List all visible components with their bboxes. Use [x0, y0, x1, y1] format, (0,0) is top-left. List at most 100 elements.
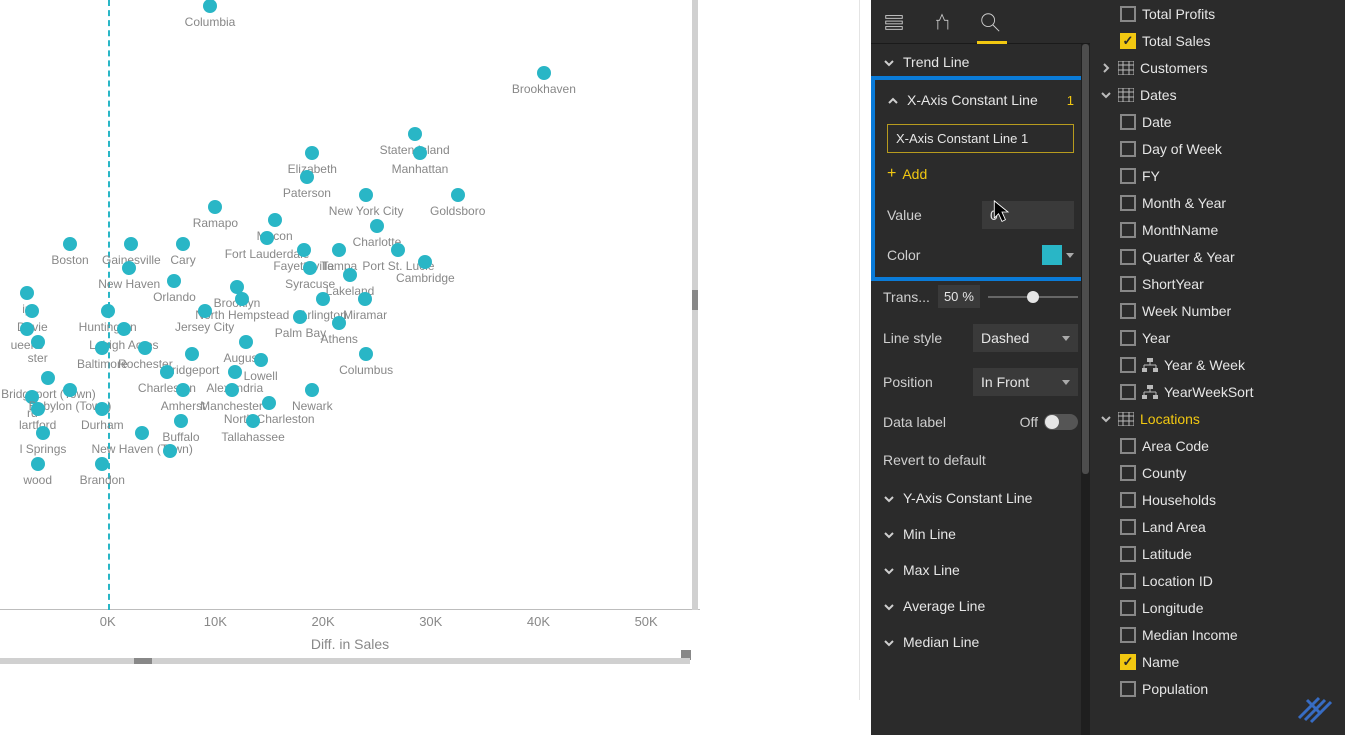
checkbox[interactable] — [1120, 519, 1136, 535]
data-point[interactable] — [63, 383, 77, 397]
horizontal-scroll-track[interactable] — [0, 658, 690, 664]
field-item[interactable]: Households — [1090, 486, 1345, 513]
section-average-line[interactable]: Average Line — [871, 588, 1090, 624]
data-point[interactable] — [254, 353, 268, 367]
data-point[interactable] — [246, 414, 260, 428]
checkbox[interactable] — [1120, 168, 1136, 184]
data-point[interactable] — [95, 402, 109, 416]
field-item[interactable]: FY — [1090, 162, 1345, 189]
data-point[interactable] — [174, 414, 188, 428]
data-point[interactable] — [95, 341, 109, 355]
data-point[interactable] — [31, 335, 45, 349]
data-point[interactable] — [358, 292, 372, 306]
checkbox[interactable] — [1120, 627, 1136, 643]
section-max-line[interactable]: Max Line — [871, 552, 1090, 588]
table-row[interactable]: Customers — [1090, 54, 1345, 81]
data-point[interactable] — [163, 444, 177, 458]
checkbox[interactable] — [1120, 195, 1136, 211]
data-point[interactable] — [262, 396, 276, 410]
checkbox[interactable] — [1120, 276, 1136, 292]
chevron-down-icon[interactable] — [1100, 90, 1112, 100]
data-point[interactable] — [260, 231, 274, 245]
data-point[interactable] — [305, 383, 319, 397]
field-item[interactable]: Total Sales — [1090, 27, 1345, 54]
data-point[interactable] — [203, 0, 217, 13]
section-median-line[interactable]: Median Line — [871, 624, 1090, 660]
data-point[interactable] — [293, 310, 307, 324]
data-point[interactable] — [359, 188, 373, 202]
field-item[interactable]: County — [1090, 459, 1345, 486]
data-point[interactable] — [239, 335, 253, 349]
data-point[interactable] — [95, 457, 109, 471]
value-input[interactable] — [982, 201, 1074, 229]
chevron-right-icon[interactable] — [1100, 63, 1112, 73]
section-x-axis-constant[interactable]: X-Axis Constant Line 1 — [875, 80, 1086, 118]
vertical-scroll-thumb[interactable] — [692, 290, 698, 310]
data-point[interactable] — [122, 261, 136, 275]
checkbox[interactable] — [1120, 465, 1136, 481]
data-point[interactable] — [31, 402, 45, 416]
field-item[interactable]: Week Number — [1090, 297, 1345, 324]
checkbox[interactable] — [1120, 573, 1136, 589]
field-item[interactable]: Longitude — [1090, 594, 1345, 621]
checkbox[interactable] — [1120, 384, 1136, 400]
data-point[interactable] — [391, 243, 405, 257]
checkbox[interactable] — [1120, 654, 1136, 670]
constant-line-name-input[interactable]: X-Axis Constant Line 1 — [887, 124, 1074, 153]
horizontal-scroll-thumb[interactable] — [134, 658, 152, 664]
transparency-value[interactable]: 50 % — [938, 285, 980, 308]
data-point[interactable] — [235, 292, 249, 306]
data-point[interactable] — [25, 304, 39, 318]
data-point[interactable] — [332, 316, 346, 330]
field-item[interactable]: Latitude — [1090, 540, 1345, 567]
section-min-line[interactable]: Min Line — [871, 516, 1090, 552]
field-item[interactable]: Month & Year — [1090, 189, 1345, 216]
data-point[interactable] — [31, 457, 45, 471]
field-item[interactable]: YearWeekSort — [1090, 378, 1345, 405]
data-point[interactable] — [20, 322, 34, 336]
checkbox[interactable] — [1120, 438, 1136, 454]
data-point[interactable] — [359, 347, 373, 361]
color-picker[interactable] — [1042, 245, 1074, 265]
checkbox[interactable] — [1120, 357, 1136, 373]
data-point[interactable] — [36, 426, 50, 440]
checkbox[interactable] — [1120, 492, 1136, 508]
data-point[interactable] — [117, 322, 131, 336]
format-tab-icon[interactable] — [927, 7, 957, 37]
data-point[interactable] — [418, 255, 432, 269]
section-y-axis-constant[interactable]: Y-Axis Constant Line — [871, 480, 1090, 516]
table-row[interactable]: Locations — [1090, 405, 1345, 432]
fields-tab-icon[interactable] — [879, 7, 909, 37]
data-point[interactable] — [300, 170, 314, 184]
position-select[interactable]: In Front — [973, 368, 1078, 396]
checkbox[interactable] — [1120, 114, 1136, 130]
data-point[interactable] — [343, 268, 357, 282]
section-trend-line[interactable]: Trend Line — [871, 44, 1090, 80]
field-item[interactable]: Land Area — [1090, 513, 1345, 540]
data-point[interactable] — [20, 286, 34, 300]
data-point[interactable] — [332, 243, 346, 257]
data-point[interactable] — [316, 292, 330, 306]
field-item[interactable]: Area Code — [1090, 432, 1345, 459]
data-point[interactable] — [124, 237, 138, 251]
field-item[interactable]: ShortYear — [1090, 270, 1345, 297]
data-point[interactable] — [41, 371, 55, 385]
data-point[interactable] — [228, 365, 242, 379]
data-point[interactable] — [370, 219, 384, 233]
table-row[interactable]: Dates — [1090, 81, 1345, 108]
checkbox[interactable] — [1120, 222, 1136, 238]
data-point[interactable] — [138, 341, 152, 355]
data-point[interactable] — [198, 304, 212, 318]
checkbox[interactable] — [1120, 600, 1136, 616]
field-item[interactable]: Year — [1090, 324, 1345, 351]
field-item[interactable]: MonthName — [1090, 216, 1345, 243]
data-label-toggle[interactable] — [1044, 414, 1078, 430]
data-point[interactable] — [537, 66, 551, 80]
data-point[interactable] — [303, 261, 317, 275]
revert-to-default[interactable]: Revert to default — [871, 440, 1090, 480]
data-point[interactable] — [413, 146, 427, 160]
field-item[interactable]: Quarter & Year — [1090, 243, 1345, 270]
data-point[interactable] — [268, 213, 282, 227]
field-item[interactable]: Median Income — [1090, 621, 1345, 648]
analytics-tab-icon[interactable] — [975, 7, 1005, 37]
